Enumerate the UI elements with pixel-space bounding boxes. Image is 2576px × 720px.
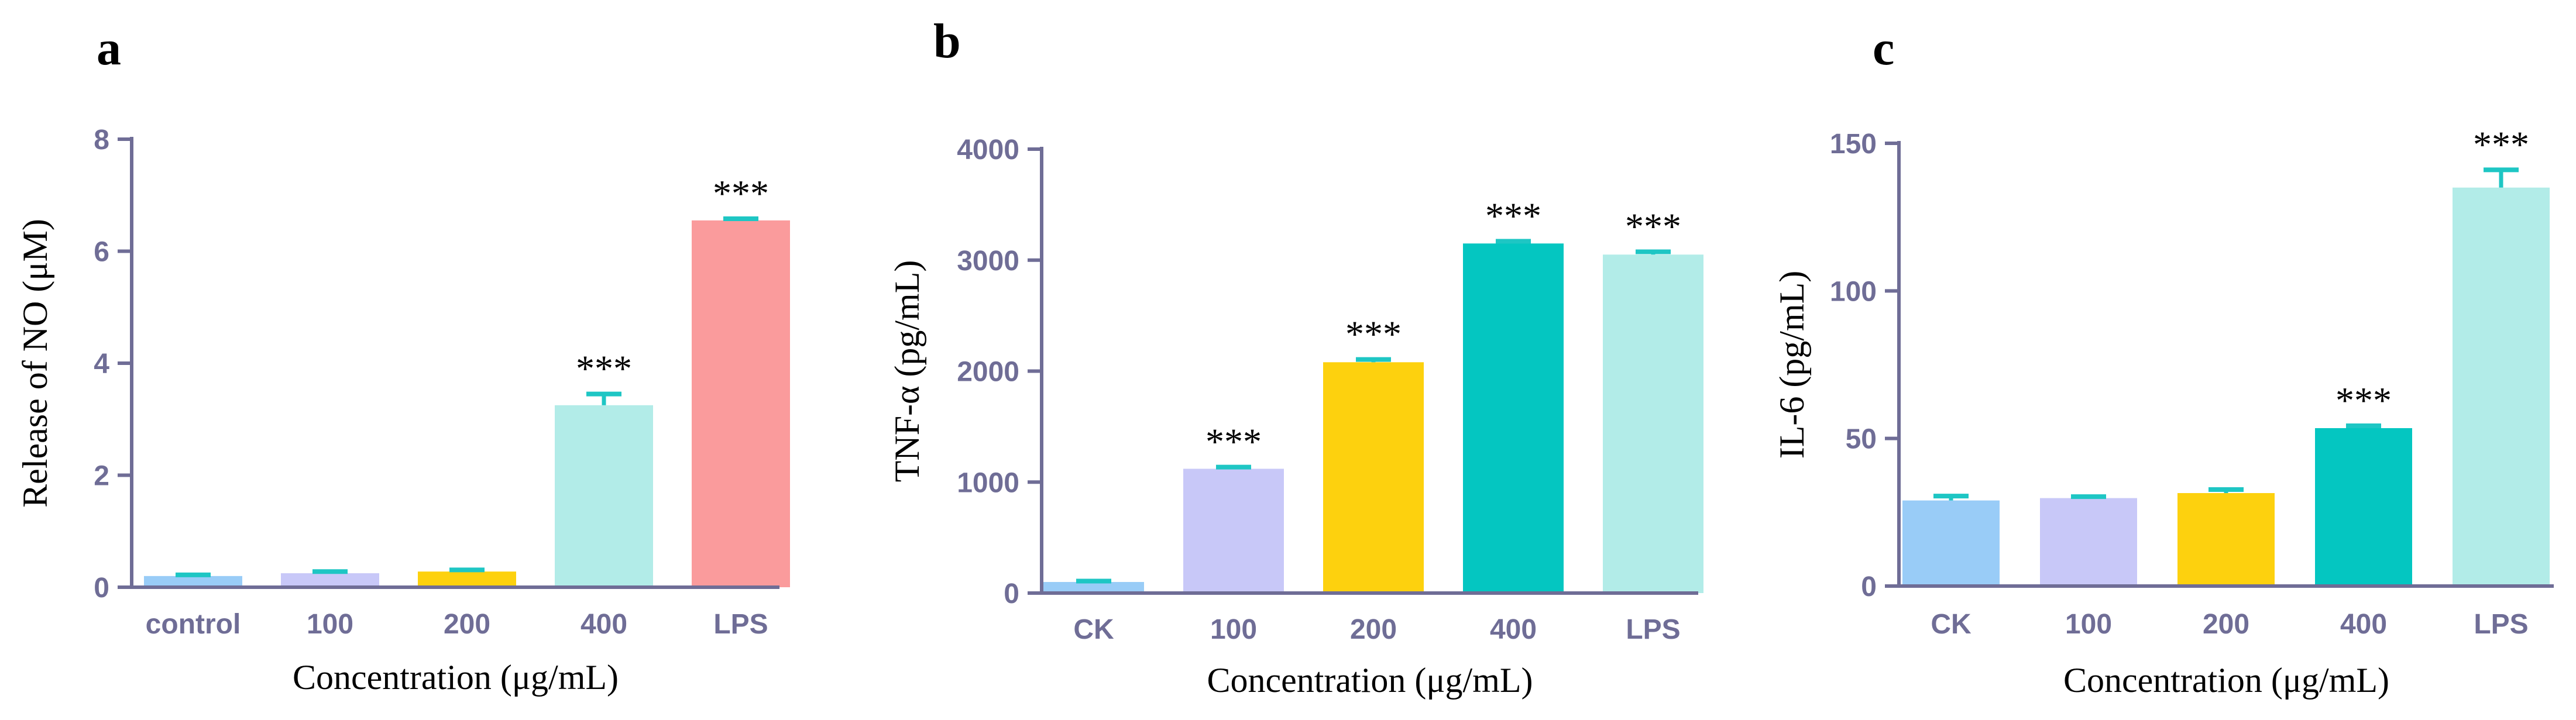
category-label: CK xyxy=(1073,614,1114,645)
significance-label: *** xyxy=(1485,195,1541,236)
chart-panel-b: b CK *** 100 *** 200 *** 400 *** LPS 0 1000 2000 3000… xyxy=(888,14,1703,700)
significance-label: *** xyxy=(1625,206,1681,247)
y-tick-label: 0 xyxy=(1861,571,1877,602)
significance-label: *** xyxy=(1205,421,1262,463)
y-tick-label: 0 xyxy=(1004,578,1019,609)
panel-letter: c xyxy=(1873,21,1894,75)
y-tick-label: 150 xyxy=(1830,129,1877,160)
significance-label: *** xyxy=(713,173,769,214)
y-tick-label: 0 xyxy=(94,573,109,604)
significance-label: *** xyxy=(1345,314,1402,355)
y-tick-label: 8 xyxy=(94,125,109,156)
category-label: control xyxy=(146,609,241,640)
y-tick-label: 50 xyxy=(1846,424,1877,455)
y-tick-label: 2000 xyxy=(957,357,1019,388)
bar-lps xyxy=(2453,187,2550,586)
y-tick-label: 4 xyxy=(94,349,109,380)
bar-200 xyxy=(418,571,516,587)
category-label: LPS xyxy=(1626,614,1680,645)
chart-panel-a: a control 100 200 *** 400 *** LPS 0 2 4 6 8 Release o… xyxy=(16,21,790,697)
panel-letter: a xyxy=(97,21,121,75)
x-axis-title: Concentration (μg/mL) xyxy=(293,658,619,697)
bar-lps xyxy=(1603,254,1703,593)
panel-letter: b xyxy=(933,14,961,68)
y-tick-label: 4000 xyxy=(957,135,1019,166)
x-axis-title: Concentration (μg/mL) xyxy=(1207,661,1533,700)
y-tick-label: 100 xyxy=(1830,276,1877,307)
bar-control xyxy=(144,576,242,587)
y-tick-label: 3000 xyxy=(957,246,1019,277)
y-tick-label: 1000 xyxy=(957,467,1019,498)
category-label: LPS xyxy=(713,609,768,640)
bar-lps xyxy=(692,220,790,587)
bar-ck xyxy=(1043,582,1144,593)
significance-label: *** xyxy=(2473,123,2529,165)
significance-label: *** xyxy=(576,348,632,390)
category-label: 200 xyxy=(2203,609,2249,640)
category-label: 400 xyxy=(1490,614,1537,645)
chart-panel-c: c CK 100 200 *** 400 *** LPS 0 50 100 150 IL-6 (pg/m… xyxy=(1773,21,2554,700)
y-tick-label: 6 xyxy=(94,237,109,268)
x-axis-title: Concentration (μg/mL) xyxy=(2063,661,2389,700)
y-axis-title: TNF-α (pg/mL) xyxy=(888,260,926,483)
category-label: 100 xyxy=(1210,614,1257,645)
category-label: 400 xyxy=(581,609,627,640)
category-label: 200 xyxy=(1350,614,1397,645)
significance-label: *** xyxy=(2335,380,2392,421)
y-tick-label: 2 xyxy=(94,461,109,492)
bar-100 xyxy=(2040,498,2137,586)
bar-200 xyxy=(2177,493,2275,586)
bar-400 xyxy=(2315,428,2412,586)
category-label: 400 xyxy=(2340,609,2387,640)
category-label: 100 xyxy=(2065,609,2112,640)
category-label: CK xyxy=(1931,609,1972,640)
bar-400 xyxy=(1463,243,1564,594)
y-axis-title: Release of NO (μM) xyxy=(16,219,54,508)
bar-100 xyxy=(281,573,379,587)
category-label: 200 xyxy=(444,609,490,640)
category-label: 100 xyxy=(307,609,353,640)
bar-ck xyxy=(1902,500,2000,586)
bar-200 xyxy=(1323,362,1424,593)
y-axis-title: IL-6 (pg/mL) xyxy=(1773,271,1811,459)
bar-400 xyxy=(555,405,653,587)
category-label: LPS xyxy=(2474,609,2528,640)
bar-100 xyxy=(1183,468,1284,593)
